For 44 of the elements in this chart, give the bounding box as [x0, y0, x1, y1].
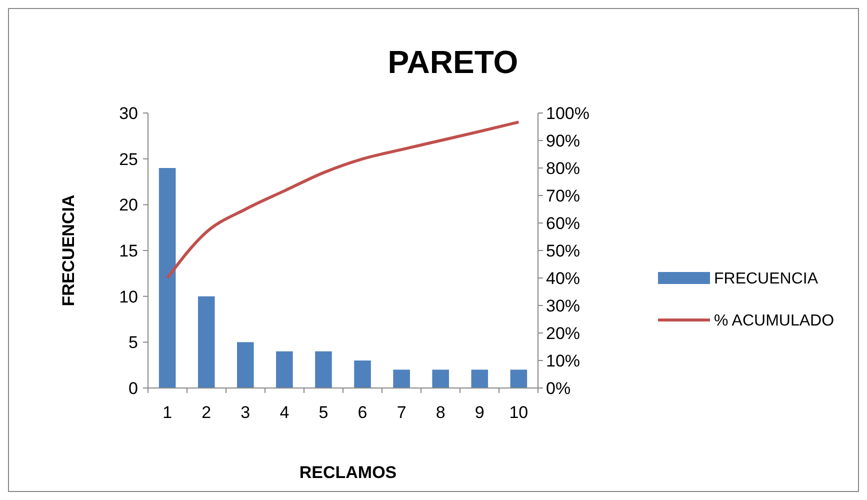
x-tick-label: 8: [436, 403, 446, 422]
y-tick-label: 25: [119, 150, 138, 169]
bar: [237, 342, 254, 388]
x-tick-label: 9: [474, 403, 484, 422]
x-tick-label: 4: [280, 403, 290, 422]
x-tick-label: 7: [396, 403, 406, 422]
y2-tick-label: 60%: [546, 214, 580, 233]
y-tick-label: 10: [119, 287, 138, 306]
y-tick-label: 15: [119, 241, 138, 260]
bar: [510, 370, 528, 388]
y2-tick-label: 80%: [546, 158, 580, 178]
x-axis-title: RECLAMOS: [299, 463, 397, 482]
y2-tick-label: 50%: [546, 241, 580, 260]
x-tick-label: 6: [358, 403, 368, 422]
bar: [354, 360, 371, 388]
chart-title: PARETO: [388, 44, 518, 80]
y-tick-label: 30: [119, 104, 138, 123]
y2-tick-label: 30%: [546, 296, 580, 316]
x-tick-label: 2: [202, 403, 212, 422]
bar: [276, 351, 293, 388]
y2-tick-label: 40%: [546, 268, 580, 288]
bar: [198, 296, 215, 388]
x-tick-label: 10: [509, 403, 528, 422]
x-tick-label: 3: [240, 403, 250, 422]
y-tick-label: 0: [128, 378, 138, 398]
y2-tick-label: 90%: [546, 131, 580, 150]
bar: [315, 351, 332, 388]
legend-label: FRECUENCIA: [714, 270, 818, 288]
bar: [393, 370, 410, 388]
line-series: [166, 120, 520, 280]
y2-tick-label: 70%: [546, 186, 580, 206]
bar: [432, 370, 449, 388]
bar: [471, 370, 488, 388]
y-axis-title: FRECUENCIA: [59, 194, 78, 306]
x-tick-label: 5: [318, 403, 328, 422]
y2-tick-label: 100%: [546, 104, 590, 123]
y-tick-label: 5: [128, 333, 138, 352]
y-tick-label: 20: [119, 196, 138, 215]
y2-tick-label: 0%: [546, 378, 571, 398]
x-tick-label: 1: [162, 403, 172, 422]
y2-tick-label: 20%: [546, 324, 580, 343]
bar: [158, 168, 176, 388]
y2-tick-label: 10%: [546, 351, 580, 370]
legend-label: % ACUMULADO: [714, 312, 834, 330]
